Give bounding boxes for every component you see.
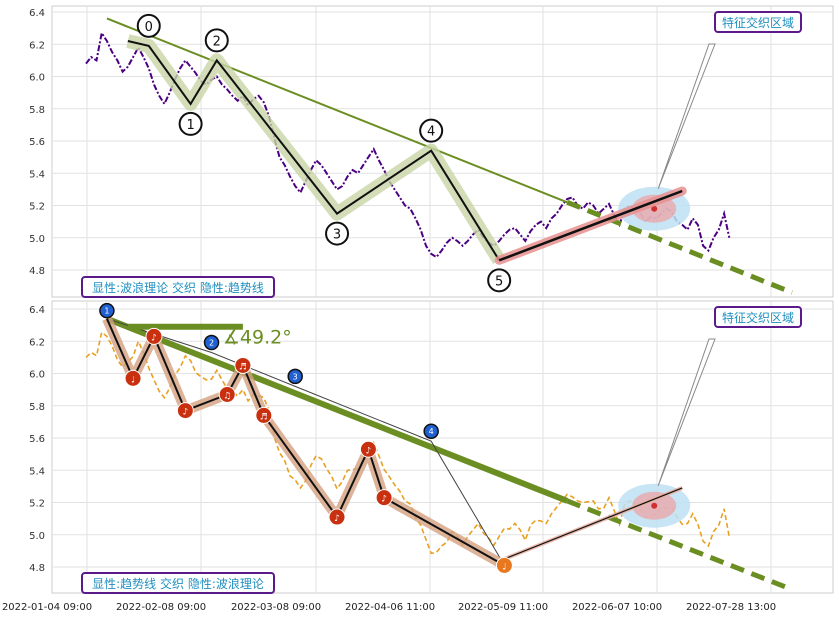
legend-label: 显性:波浪理论 交织 隐性:趋势线 — [92, 280, 264, 295]
note-marker — [495, 556, 513, 574]
wave-marker — [287, 368, 303, 385]
wave-point-marker — [136, 13, 161, 38]
wave-marker-label: 2 — [209, 339, 214, 348]
wave-marker — [203, 334, 220, 351]
wave-point-label: 3 — [333, 228, 341, 243]
x-tick-label: 2022-03-08 09:00 — [231, 602, 321, 613]
trend-line-extension — [566, 498, 793, 592]
wave-point-label: 1 — [186, 118, 194, 133]
y-tick-label: 6.2 — [29, 337, 45, 348]
wave-point-label: 5 — [495, 274, 503, 289]
trend-line-extension — [566, 199, 793, 295]
note-marker — [234, 356, 252, 374]
callout-label: 特征交织区域 — [722, 310, 794, 325]
bottom-panel: 6.4 6.2 6.0 5.8 5.6 5.4 5.2 5.0 4.8 ∡49.2° ♩ ♪ ♪ ♫ ♬ ♬ ♪… — [29, 300, 834, 594]
wave-zigzag — [127, 40, 501, 261]
note-marker — [176, 402, 194, 420]
note-marker — [375, 489, 393, 507]
legend-box — [81, 276, 275, 298]
legend-box — [81, 572, 275, 594]
note-marker-label: ♪ — [381, 495, 387, 505]
highlight-dot — [651, 205, 658, 212]
wave-marker-label: 1 — [104, 307, 109, 316]
wave-point-marker — [178, 111, 203, 136]
highlight-dot — [651, 502, 658, 509]
y-tick-label: 6.0 — [29, 370, 45, 381]
y-tick-label: 5.2 — [29, 202, 45, 213]
note-marker-label: ♩ — [502, 562, 506, 572]
wave-point-marker — [487, 268, 512, 293]
y-tick-label: 4.8 — [29, 563, 45, 574]
trend-line — [106, 17, 568, 204]
note-marker-label: ♪ — [366, 446, 372, 456]
x-axis: 2022-01-04 09:00 2022-02-08 09:00 2022-03-… — [2, 602, 776, 613]
y-tick-label: 6.4 — [29, 305, 45, 316]
wave-point-marker — [325, 221, 350, 246]
note-marker-label: ♪ — [334, 514, 340, 524]
y-tick-label: 5.6 — [29, 137, 45, 148]
wave-point-label: 0 — [145, 20, 153, 35]
callout-box — [714, 306, 802, 328]
y-tick-label: 4.8 — [29, 266, 45, 277]
wave-marker — [423, 423, 439, 439]
wave-thin-zigzag — [106, 318, 505, 566]
channel-line — [504, 487, 683, 560]
x-tick-label: 2022-06-07 10:00 — [572, 602, 662, 613]
note-marker — [359, 440, 377, 458]
wave-marker-label: 4 — [429, 427, 434, 436]
y-tick-label: 6.0 — [29, 73, 45, 84]
y-tick-label: 5.6 — [29, 434, 45, 445]
note-marker-label: ♪ — [182, 408, 188, 418]
wave-point-marker — [204, 28, 229, 53]
x-tick-label: 2022-02-08 09:00 — [116, 602, 206, 613]
y-tick-label: 5.0 — [29, 234, 45, 245]
y-tick-label: 5.8 — [29, 105, 45, 116]
y-tick-label: 6.4 — [29, 8, 45, 19]
wave-point-marker — [419, 118, 444, 143]
note-marker — [145, 327, 163, 345]
angle-label: ∡49.2° — [223, 327, 292, 349]
top-panel: 6.4 6.2 6.0 5.8 5.6 5.4 5.2 5.0 4.8 0 1 2 3 4 5 特征交织区域显… — [29, 5, 834, 298]
callout-arrow — [657, 338, 716, 486]
y-tick-label: 5.2 — [29, 499, 45, 510]
note-marker-label: ♪ — [151, 333, 157, 343]
y-tick-label: 5.8 — [29, 402, 45, 413]
wave-marker-label: 3 — [293, 372, 298, 381]
x-tick-label: 2022-05-09 11:00 — [458, 602, 548, 613]
callout-box — [714, 11, 802, 33]
x-tick-label: 2022-07-28 13:00 — [686, 602, 776, 613]
note-marker-label: ♫ — [223, 391, 231, 401]
note-marker — [218, 385, 236, 403]
note-marker — [124, 369, 142, 387]
y-tick-label: 5.4 — [29, 169, 45, 180]
note-marker — [328, 508, 346, 526]
channel-line — [498, 189, 683, 262]
note-marker-label: ♩ — [131, 375, 135, 385]
x-tick-label: 2022-04-06 11:00 — [345, 602, 435, 613]
y-tick-label: 5.0 — [29, 531, 45, 542]
y-tick-label: 5.4 — [29, 466, 45, 477]
legend-label: 显性:趋势线 交织 隐性:波浪理论 — [92, 576, 264, 591]
callout-arrow — [657, 43, 716, 189]
callout-label: 特征交织区域 — [722, 15, 794, 30]
wave-marker — [99, 302, 115, 319]
x-tick-label: 2022-01-04 09:00 — [2, 602, 92, 613]
wave-point-label: 2 — [213, 34, 221, 49]
note-marker — [255, 406, 273, 424]
y-tick-label: 6.2 — [29, 40, 45, 51]
trend-line — [105, 315, 569, 504]
wave-point-label: 4 — [427, 125, 435, 140]
note-marker-label: ♬ — [239, 362, 247, 372]
note-marker-label: ♬ — [260, 412, 268, 422]
